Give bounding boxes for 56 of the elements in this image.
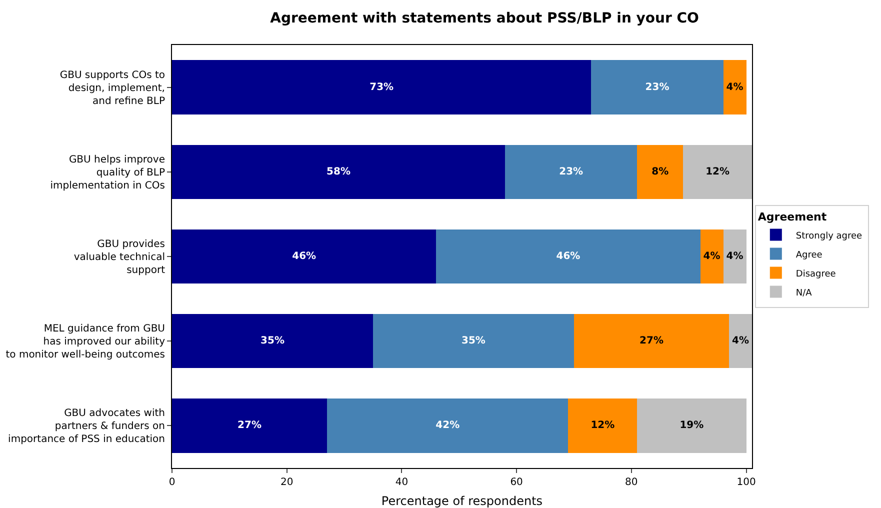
bar <box>327 398 568 453</box>
legend-title: Agreement <box>758 210 827 224</box>
data-label: 4% <box>726 251 744 262</box>
bar <box>591 60 724 114</box>
data-label: 42% <box>436 420 460 432</box>
data-label: 8% <box>652 166 669 178</box>
data-label: 23% <box>645 82 670 93</box>
bar <box>568 398 638 453</box>
bar <box>172 60 592 114</box>
y-tick-label: GBU helps improve quality of BLP implementation in COs <box>50 154 165 192</box>
bar <box>436 229 700 284</box>
x-tick-label: 20 <box>280 477 294 488</box>
bar <box>574 314 730 368</box>
data-label: 73% <box>370 82 394 93</box>
bar <box>723 229 746 284</box>
legend-label: Agree <box>796 250 823 260</box>
data-label: 23% <box>559 166 584 178</box>
data-label: 58% <box>326 166 350 178</box>
bar <box>172 314 373 368</box>
data-label: 12% <box>706 166 730 178</box>
data-label: 35% <box>260 336 284 347</box>
bar <box>723 60 746 114</box>
data-label: 19% <box>680 420 704 432</box>
data-label: 46% <box>292 251 316 262</box>
x-axis-title: Percentage of respondents <box>381 494 543 508</box>
x-tick-label: 80 <box>625 477 638 488</box>
bar <box>729 314 752 368</box>
chart-title: Agreement with statements about PSS/BLP in your CO <box>270 10 700 26</box>
x-tick-label: 40 <box>395 477 408 488</box>
bar <box>637 144 684 199</box>
y-tick-label: GBU advocates with partners & funders on importance of PSS in education <box>8 408 165 446</box>
bar <box>172 229 436 284</box>
legend-label: N/A <box>796 288 813 298</box>
data-label: 27% <box>238 420 262 432</box>
x-tick-label: 100 <box>736 477 756 488</box>
bar <box>372 314 574 368</box>
bar <box>637 398 746 453</box>
legend-label: Strongly agree <box>796 231 863 242</box>
data-label: 12% <box>590 420 615 432</box>
data-label: 4% <box>703 251 720 262</box>
x-tick-label: 60 <box>510 477 523 488</box>
y-tick-label: GBU provides valuable technical support <box>74 239 166 276</box>
bar <box>700 229 724 284</box>
y-tick-label: GBU supports COs to design, implement, and refine BLP <box>60 70 165 107</box>
x-tick-label: 0 <box>168 477 176 488</box>
bar <box>172 398 328 453</box>
data-label: 4% <box>726 82 744 93</box>
data-label: 35% <box>462 336 486 347</box>
data-label: 27% <box>640 336 664 347</box>
data-label: 46% <box>556 251 580 262</box>
y-tick-label: MEL guidance from GBU has improved our ability to monitor well-being outcomes <box>6 324 166 361</box>
data-label: 4% <box>732 336 749 347</box>
bar <box>172 144 506 199</box>
legend-label: Disagree <box>796 269 836 280</box>
bar <box>505 144 638 199</box>
bar <box>683 144 752 199</box>
